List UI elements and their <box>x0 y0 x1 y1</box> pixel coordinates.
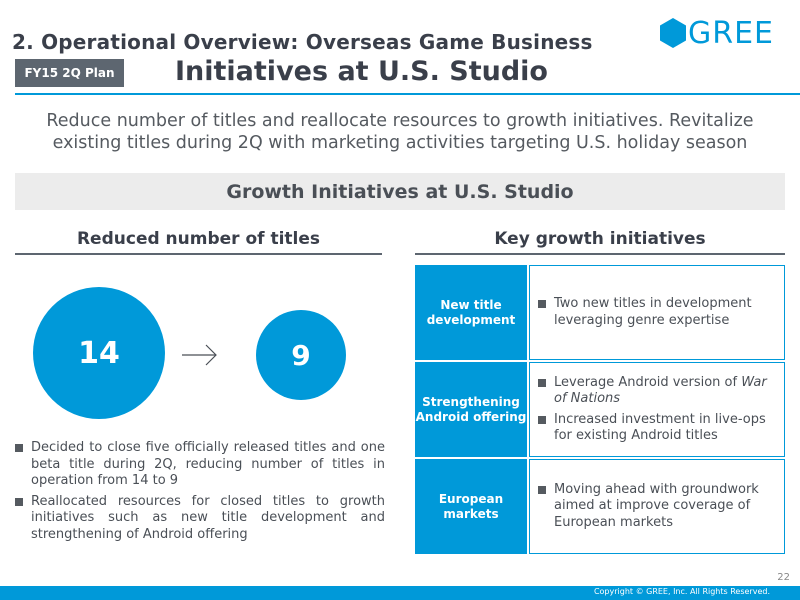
initiative-item: Moving ahead with groundwork aimed at im… <box>538 482 776 532</box>
initiative-row-new-title: New title development Two new titles in … <box>415 265 785 360</box>
square-bullet-icon <box>538 485 546 494</box>
initiative-label: European markets <box>415 459 527 554</box>
initiative-item: Two new titles in development leveraging… <box>538 296 776 329</box>
page-number: 22 <box>777 572 790 583</box>
initiative-detail: Moving ahead with groundwork aimed at im… <box>529 459 785 554</box>
copyright-text: Copyright © GREE, Inc. All Rights Reserv… <box>593 587 770 596</box>
key-growth-heading: Key growth initiatives <box>494 229 706 249</box>
lead-line-2: existing titles during 2Q with marketing… <box>52 133 748 153</box>
initiative-item-text: Two new titles in development leveraging… <box>554 296 752 328</box>
logo-text: GREE <box>688 16 775 51</box>
initiative-row-europe: European markets Moving ahead with groun… <box>415 459 785 554</box>
initiative-item-text: Leverage Android version of <box>554 374 742 390</box>
title-divider <box>15 93 800 95</box>
to-count: 9 <box>291 338 311 372</box>
square-bullet-icon <box>15 444 23 452</box>
to-count-circle: 9 <box>256 310 346 400</box>
bullet-text: Reallocated resources for closed titles … <box>31 493 385 542</box>
hexagon-logo-icon <box>660 18 686 48</box>
left-heading-divider <box>15 253 382 255</box>
growth-banner: Growth Initiatives at U.S. Studio <box>15 173 785 210</box>
gree-logo: GREE <box>660 16 780 54</box>
bullet-text: Decided to close five officially release… <box>31 440 385 488</box>
initiative-detail: Leverage Android version of War of Natio… <box>529 362 785 457</box>
square-bullet-icon <box>538 300 546 308</box>
lead-line-1: Reduce number of titles and reallocate r… <box>46 111 754 131</box>
plan-badge: FY15 2Q Plan <box>15 59 124 87</box>
bullet-item: Reallocated resources for closed titles … <box>15 494 385 544</box>
initiative-detail: Two new titles in development leveraging… <box>529 265 785 360</box>
from-count: 14 <box>78 335 120 371</box>
slide-title: Initiatives at U.S. Studio <box>175 56 548 87</box>
square-bullet-icon <box>538 415 546 424</box>
bullet-item: Decided to close five officially release… <box>15 440 385 490</box>
initiative-item: Leverage Android version of War of Natio… <box>538 375 776 408</box>
arrow-right-icon <box>182 344 217 366</box>
lead-text: Reduce number of titles and reallocate r… <box>0 110 800 154</box>
left-bullet-list: Decided to close five officially release… <box>15 440 385 547</box>
initiative-label: Strengthening Android offering <box>415 362 527 457</box>
initiative-item-text: Moving ahead with groundwork aimed at im… <box>554 481 759 530</box>
section-title: 2. Operational Overview: Overseas Game B… <box>12 30 593 54</box>
footer-bar: Copyright © GREE, Inc. All Rights Reserv… <box>0 586 800 600</box>
initiative-item: Increased investment in live-ops for exi… <box>538 412 776 445</box>
reduced-titles-heading: Reduced number of titles <box>76 229 321 249</box>
initiative-row-android: Strengthening Android offering Leverage … <box>415 362 785 457</box>
from-count-circle: 14 <box>33 287 165 419</box>
square-bullet-icon <box>15 497 23 506</box>
initiative-item-text: Increased investment in live-ops for exi… <box>554 411 766 444</box>
initiative-label: New title development <box>415 265 527 360</box>
game-title: War of Nations <box>554 374 767 407</box>
square-bullet-icon <box>538 378 546 387</box>
right-heading-divider <box>415 253 785 255</box>
